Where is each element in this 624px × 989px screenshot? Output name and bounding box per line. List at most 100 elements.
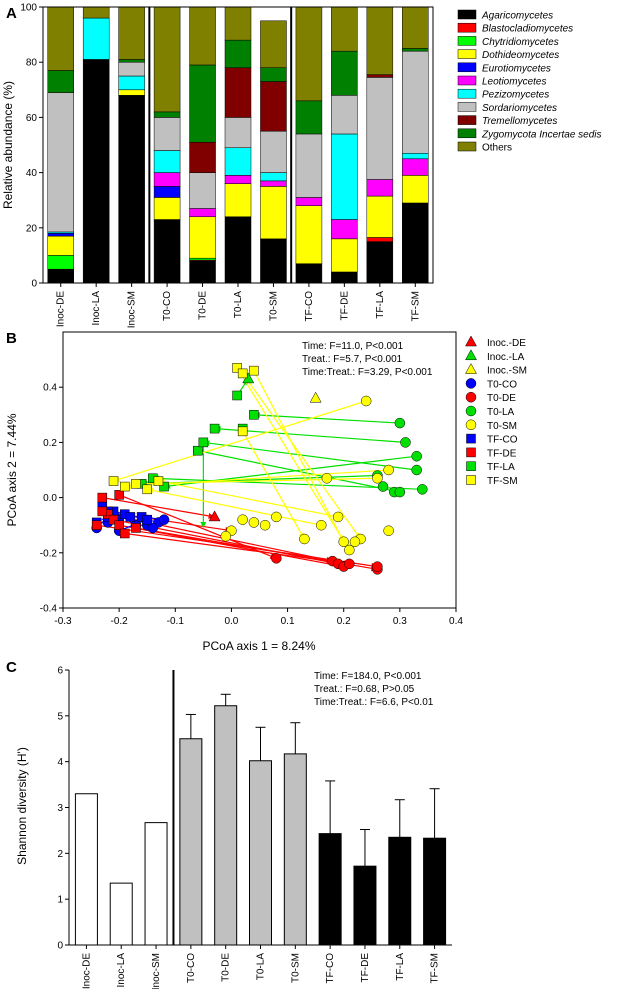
legend-label: T0-DE xyxy=(487,393,516,404)
legend-swatch-tremellomycetes xyxy=(457,115,477,125)
legend-marker-t0-de xyxy=(465,391,477,403)
bar-segment-t0-de-dothideomycetes xyxy=(189,216,216,259)
x-tick-label: TF-CO xyxy=(304,291,315,322)
y-tick-label: 0.2 xyxy=(43,438,57,449)
x-tick-label: T0-SM xyxy=(290,953,301,983)
point-tf-co xyxy=(125,512,136,522)
panel-a-x-ticks: Inoc-DE Inoc-LA Inoc-SM T0-CO T0-DE T0-LA T0-S… xyxy=(56,283,421,328)
x-tick-label: 0.3 xyxy=(393,616,407,627)
bar-segment-tf-co-sordariomycetes xyxy=(295,133,323,198)
bar-segment-inoc-la-others xyxy=(82,6,110,19)
legend-label: Chytridiomycetes xyxy=(482,37,559,48)
point-tf-de xyxy=(97,492,108,503)
y-tick-label: 20 xyxy=(26,223,38,234)
bar-segment-t0-la-pezizomycetes xyxy=(224,147,252,176)
legend-swatch-agaricomycetes xyxy=(457,9,477,20)
panel-c: C 0 1 2 3 4 5 6 Inoc-DE Inoc-LA Inoc-SM T0-CO T0-D… xyxy=(6,659,452,989)
x-tick-label: 0.0 xyxy=(224,616,238,627)
bar-segment-t0-co-others xyxy=(153,6,181,113)
point-tf-sm xyxy=(153,476,164,486)
legend-marker-inoc-sm xyxy=(465,363,477,374)
legend-swatch-chytridiomycetes xyxy=(457,36,477,46)
y-tick-label: 5 xyxy=(57,711,63,722)
panel-c-label: C xyxy=(6,659,17,676)
arrow-green-head xyxy=(200,521,207,528)
x-tick-label: Inoc-DE xyxy=(56,291,67,327)
legend-swatch-others xyxy=(457,141,477,152)
bar-segment-t0-sm-dothideomycetes xyxy=(260,186,287,240)
legend-swatch-eurotiomycetes xyxy=(457,62,477,73)
diversity-bar-inoc-sm xyxy=(144,822,168,946)
point-t0-sm xyxy=(383,464,394,476)
bar-segment-t0-sm-zygomycota xyxy=(260,67,287,82)
bar-segment-t0-la-tremellomycetes xyxy=(224,67,252,118)
bar-segment-inoc-de-sordariomycetes xyxy=(47,92,74,233)
point-t0-la xyxy=(417,484,428,495)
point-t0-sm xyxy=(248,517,260,528)
bar-segment-t0-sm-sordariomycetes xyxy=(260,130,287,173)
bar-segment-t0-co-agaricomycetes xyxy=(153,219,181,284)
bar-segment-t0-co-dothideomycetes xyxy=(153,197,181,220)
point-tf-la xyxy=(192,445,203,456)
legend-swatch-dothideomycetes xyxy=(457,49,477,59)
y-tick-label: -0.4 xyxy=(40,604,58,615)
bar-segment-inoc-de-eurotiomycetes xyxy=(47,233,74,237)
x-tick-label: 0.1 xyxy=(281,616,295,627)
x-tick-label: T0-LA xyxy=(256,953,267,981)
legend-label: T0-LA xyxy=(487,407,515,418)
diversity-bar-t0-la xyxy=(249,760,272,946)
legend-marker-t0-co xyxy=(465,378,477,389)
bar-segment-inoc-de-agaricomycetes xyxy=(47,268,74,284)
bar-segment-tf-de-dothideomycetes xyxy=(331,238,358,273)
legend-label: Pezizomycetes xyxy=(482,90,549,101)
point-t0-sm xyxy=(338,536,349,548)
point-t0-sm xyxy=(360,395,372,407)
arrow-yellow-shaft xyxy=(141,477,378,485)
bar-segment-t0-la-sordariomycetes xyxy=(224,117,252,149)
y-tick-label: 40 xyxy=(26,168,38,179)
x-tick-label: Inoc-LA xyxy=(91,291,102,326)
legend-label: T0-SM xyxy=(487,421,517,432)
bar-segment-inoc-sm-others xyxy=(118,6,145,60)
bar-segment-tf-co-dothideomycetes xyxy=(295,205,323,264)
legend-label: Inoc.-LA xyxy=(487,352,525,363)
y-tick-label: 4 xyxy=(57,757,63,768)
bar-segment-inoc-de-dothideomycetes xyxy=(47,235,74,256)
point-t0-sm xyxy=(259,519,271,531)
bar-segment-t0-co-zygomycota xyxy=(153,111,181,118)
x-tick-label: T0-SM xyxy=(268,291,279,321)
bar-segment-tf-la-leotiomycetes xyxy=(366,179,394,197)
panel-b-arrows xyxy=(96,367,423,572)
y-tick-label: 80 xyxy=(26,58,38,69)
bar-segment-t0-de-leotiomycetes xyxy=(189,208,216,218)
legend-swatch-sordariomycetes xyxy=(457,102,477,112)
bar-segment-tf-de-others xyxy=(331,6,358,52)
bar-segment-inoc-la-agaricomycetes xyxy=(82,59,110,284)
bar-segment-tf-la-tremellomycetes xyxy=(366,74,394,78)
x-tick-label: Inoc-DE xyxy=(81,953,92,989)
y-tick-label: 6 xyxy=(57,666,63,677)
panel-a-y-ticks: 0 20 40 60 80 100 xyxy=(20,3,43,290)
bar-segment-inoc-sm-dothideomycetes xyxy=(118,89,145,96)
point-t0-sm xyxy=(220,530,232,542)
point-tf-sm xyxy=(108,476,119,486)
x-tick-label: TF-SM xyxy=(430,953,441,984)
panel-a: A 0 20 40 60 80 100 Inoc-DE Inoc-LA Inoc-SM T0-C… xyxy=(1,3,602,329)
point-tf-de xyxy=(108,514,119,525)
point-t0-la xyxy=(377,481,389,492)
point-t0-sm xyxy=(299,533,310,545)
bar-segment-t0-sm-agaricomycetes xyxy=(260,238,287,284)
legend-marker-inoc-la xyxy=(465,349,477,361)
legend-marker-t0-sm xyxy=(465,419,477,431)
diversity-bar-t0-co xyxy=(179,738,203,946)
bar-segment-tf-co-others xyxy=(295,6,323,102)
bar-segment-inoc-sm-pezizomycetes xyxy=(118,75,145,91)
legend-label: Sordariomycetes xyxy=(482,103,557,114)
point-tf-sm xyxy=(237,368,248,379)
panel-a-legend: Agaricomycetes Blastocladiomycetes Chytrid… xyxy=(457,9,602,154)
legend-label: TF-LA xyxy=(487,462,515,473)
point-t0-de xyxy=(344,558,355,570)
x-tick-label: TF-LA xyxy=(375,291,386,319)
bar-segment-tf-sm-leotiomycetes xyxy=(402,158,429,176)
arrow-green-shaft xyxy=(259,414,400,424)
